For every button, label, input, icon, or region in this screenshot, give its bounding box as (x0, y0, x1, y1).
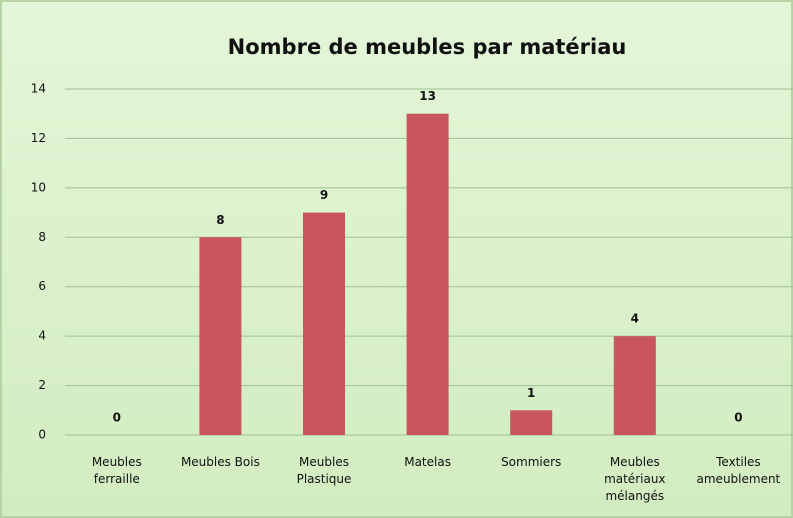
value-label: 4 (631, 312, 639, 326)
y-tick-label: 4 (38, 329, 46, 343)
x-tick-label: Meubles Plastique (297, 455, 352, 486)
bar (406, 113, 449, 435)
x-tick-label: Meubles Bois (181, 455, 260, 469)
chart-title: Nombre de meubles par matériau (228, 35, 627, 59)
y-tick-label: 8 (38, 230, 46, 244)
x-tick-label: Matelas (404, 455, 451, 469)
bar (303, 212, 345, 435)
bar (199, 237, 242, 435)
y-tick-label: 6 (38, 279, 46, 293)
value-label: 9 (320, 188, 328, 202)
y-tick-label: 14 (31, 82, 46, 96)
bar (510, 410, 553, 435)
x-tick-label: Meubles ferraille (92, 455, 142, 486)
value-label: 1 (527, 386, 535, 400)
value-label: 13 (419, 89, 436, 103)
y-tick-label: 2 (38, 378, 46, 392)
y-tick-label: 0 (38, 428, 46, 442)
x-tick-label: Meubles matériaux mélangés (604, 455, 665, 503)
value-label: 8 (216, 213, 224, 227)
x-tick-label: Sommiers (501, 455, 561, 469)
value-label: 0 (113, 411, 121, 425)
bar (613, 336, 656, 435)
y-tick-label: 12 (31, 131, 46, 145)
x-tick-label: Textiles ameublement (697, 455, 781, 486)
y-tick-label: 10 (31, 180, 46, 194)
value-label: 0 (734, 411, 742, 425)
